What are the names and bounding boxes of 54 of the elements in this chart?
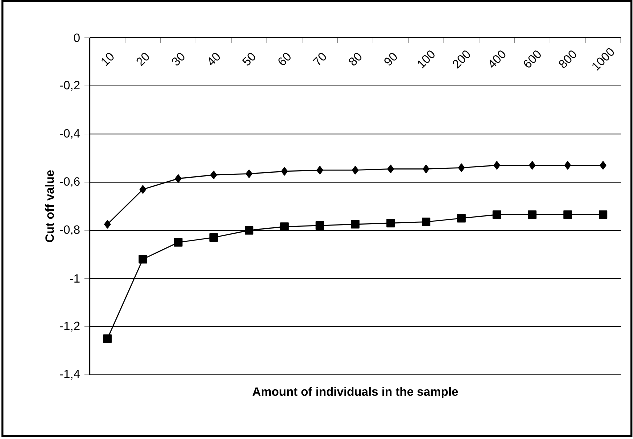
x-tick-label: 20	[136, 53, 150, 67]
point	[174, 238, 183, 247]
point	[458, 164, 466, 172]
point	[564, 210, 572, 220]
x-tick-label: 60	[278, 53, 291, 66]
y-tick-label: 0	[74, 34, 80, 42]
point	[245, 226, 254, 235]
point	[316, 166, 324, 175]
y-tick-label: -0,4	[60, 129, 80, 140]
x-tick-label: 80	[349, 53, 362, 66]
y-tick-label: -1,4	[60, 370, 80, 380]
x-tick-label: 30	[172, 53, 185, 66]
x-tick-label: 100	[418, 50, 435, 69]
point	[494, 161, 500, 170]
point	[281, 167, 288, 176]
point	[103, 334, 112, 344]
point	[386, 219, 396, 228]
point	[599, 210, 608, 220]
point	[388, 164, 394, 174]
point	[600, 161, 607, 170]
y-tick-label: -0,6	[60, 177, 80, 188]
point	[529, 161, 536, 170]
x-tick-label: 200	[453, 50, 470, 69]
point	[210, 170, 218, 180]
point	[104, 220, 112, 229]
point	[528, 210, 537, 220]
x-axis-title: Amount of individuals in the sample	[252, 387, 458, 398]
point	[492, 210, 502, 220]
x-tick-label: 50	[242, 53, 256, 66]
y-tick-label: -0,2	[60, 81, 80, 92]
y-tick-label: -1,2	[60, 322, 80, 332]
x-tick-label: 70	[312, 53, 326, 66]
x-tick-label: 400	[490, 50, 506, 68]
point	[564, 161, 572, 170]
point	[422, 218, 431, 226]
point	[140, 185, 146, 194]
x-tick-label: 40	[209, 53, 220, 66]
point	[352, 166, 359, 175]
point	[316, 221, 324, 230]
point	[280, 222, 289, 232]
point	[175, 174, 182, 184]
point	[351, 220, 360, 229]
x-tick-label: 10	[102, 53, 114, 66]
y-tick-label: -0,8	[60, 226, 80, 236]
point	[138, 255, 148, 264]
y-tick-label: -1	[70, 274, 80, 283]
point	[422, 164, 430, 174]
x-tick-label: 90	[384, 53, 398, 66]
point	[210, 234, 218, 242]
point	[457, 214, 466, 223]
x-tick-label: 600	[524, 50, 542, 68]
y-axis-title: Cut off value	[45, 170, 54, 242]
point	[246, 170, 253, 178]
x-tick-label: 800	[559, 50, 576, 68]
